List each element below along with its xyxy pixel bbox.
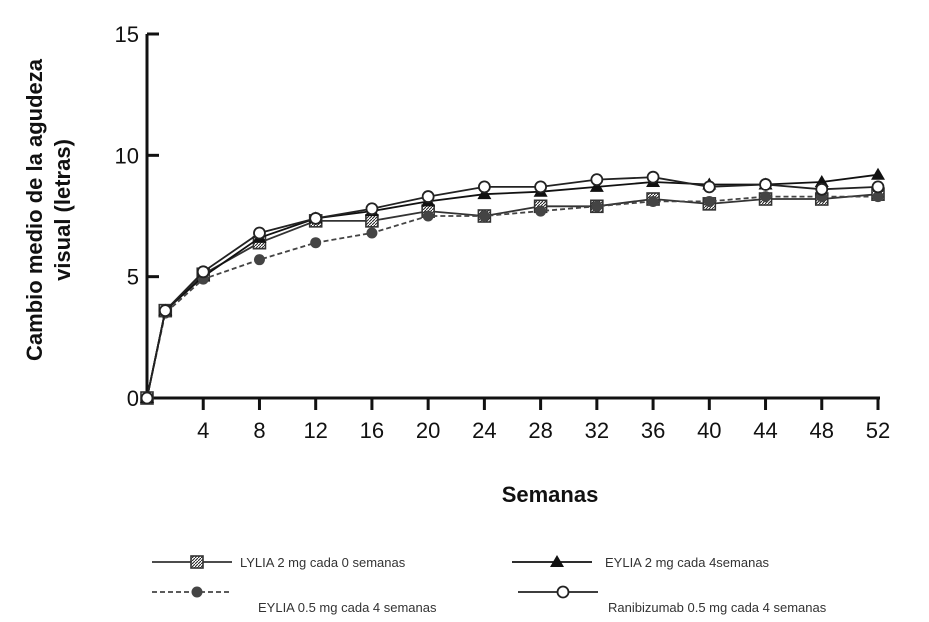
data-point [590, 173, 604, 187]
x-tick-label: 40 [697, 418, 721, 443]
legend-item-1: LYLIA 2 mg cada 0 semanas [152, 555, 406, 570]
series-1 [140, 187, 885, 405]
legend-label: LYLIA 2 mg cada 0 semanas [240, 555, 406, 570]
data-point [535, 205, 547, 217]
x-tick-label: 20 [416, 418, 440, 443]
data-point [140, 391, 154, 405]
data-point [871, 167, 885, 180]
legend-marker [191, 586, 203, 598]
legend-label: Ranibizumab 0.5 mg cada 4 semanas [608, 600, 827, 615]
x-tick-label: 48 [810, 418, 834, 443]
data-point [647, 195, 659, 207]
x-tick-label: 28 [528, 418, 552, 443]
data-point [422, 210, 434, 222]
data-point [703, 195, 715, 207]
data-point [872, 191, 884, 203]
x-tick-label: 44 [753, 418, 777, 443]
data-point [310, 237, 322, 249]
legend-item-4: Ranibizumab 0.5 mg cada 4 semanas [518, 585, 827, 615]
x-tick-label: 4 [197, 418, 209, 443]
x-tick-label: 36 [641, 418, 665, 443]
series-2 [140, 167, 885, 403]
y-tick-label: 15 [115, 22, 139, 47]
series-group [140, 167, 885, 405]
y-tick-label: 0 [127, 386, 139, 411]
legend-item-2: EYLIA 2 mg cada 4semanas [512, 555, 770, 570]
x-tick-label: 8 [253, 418, 265, 443]
x-tick-label: 32 [585, 418, 609, 443]
legend-label: EYLIA 0.5 mg cada 4 semanas [258, 600, 437, 615]
series-3 [141, 191, 884, 404]
axis-labels: Cambio medio de la agudeza visual (letra… [22, 58, 598, 507]
data-point [591, 200, 603, 212]
data-point [477, 180, 491, 194]
data-point [158, 304, 172, 318]
series-line [146, 193, 879, 399]
legend-marker [550, 555, 564, 567]
legend-marker [556, 585, 570, 599]
y-tick-label: 10 [115, 143, 139, 168]
data-point [759, 178, 772, 191]
data-point [309, 212, 323, 225]
data-point [366, 227, 378, 239]
data-point [365, 202, 379, 216]
y-axis-title-line1: Cambio medio de la agudeza [22, 58, 47, 361]
data-point [253, 226, 266, 240]
series-line [146, 173, 879, 399]
data-point [815, 182, 829, 196]
legend-item-3: EYLIA 0.5 mg cada 4 semanas [152, 586, 437, 615]
series-4 [140, 170, 885, 405]
data-point [253, 254, 265, 266]
x-tick-label: 12 [303, 418, 327, 443]
x-tick-label: 52 [866, 418, 890, 443]
y-tick-label: 5 [127, 265, 139, 290]
data-point [534, 180, 548, 194]
y-axis-title-line2: visual (letras) [50, 139, 75, 281]
data-point [646, 170, 660, 184]
data-point [702, 180, 716, 194]
data-point [196, 265, 210, 279]
legend-label: EYLIA 2 mg cada 4semanas [605, 555, 770, 570]
data-point [365, 214, 379, 228]
legend: LYLIA 2 mg cada 0 semanas EYLIA 2 mg cada… [152, 555, 827, 615]
data-point [871, 180, 885, 194]
legend-marker [190, 555, 204, 569]
x-axis-title: Semanas [502, 482, 599, 507]
data-point [478, 210, 490, 222]
data-point [421, 190, 435, 203]
x-tick-label: 24 [472, 418, 496, 443]
data-point [760, 191, 772, 203]
x-tick-label: 16 [360, 418, 384, 443]
series-line [146, 195, 878, 399]
